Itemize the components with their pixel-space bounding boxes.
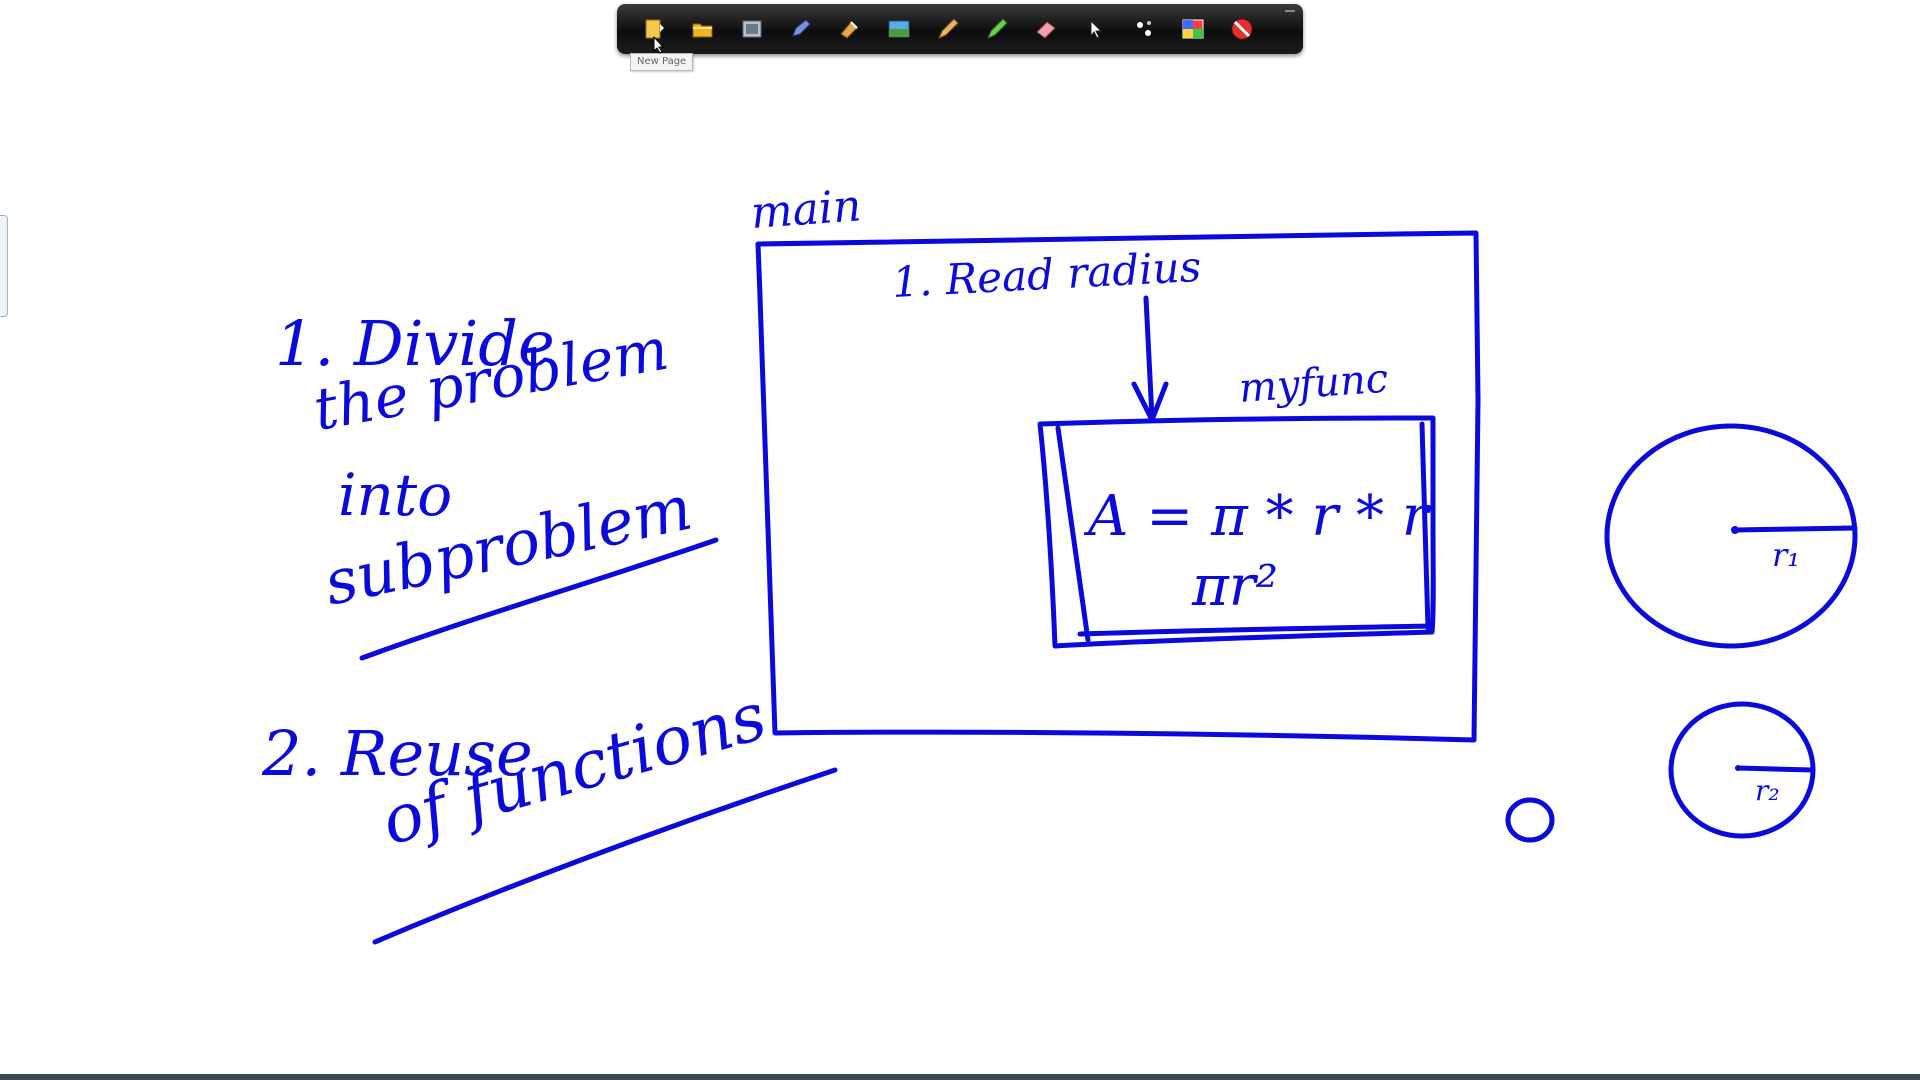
myfunc-inner-left <box>1055 425 1091 643</box>
myfunc-label: myfunc <box>1237 356 1389 412</box>
radius-line <box>1735 765 1815 773</box>
read-radius-step: 1. Read radius <box>891 242 1202 307</box>
mouse-cursor-icon <box>653 36 665 54</box>
main-box-outline <box>755 230 1481 743</box>
pointer-button[interactable] <box>1078 12 1112 46</box>
new-page-icon <box>645 19 664 39</box>
taskbar-edge <box>0 1074 1920 1080</box>
radius-label: r₂ <box>1755 774 1780 807</box>
small-circle <box>1505 797 1555 843</box>
underline-2 <box>372 767 838 945</box>
arrow-shaft <box>1143 295 1155 421</box>
radius-label: r₁ <box>1772 536 1800 574</box>
note-reuse-functions: 2. Reuse of functions <box>261 677 838 945</box>
circle-r1: r₁ <box>1604 423 1858 649</box>
highlighter-icon <box>840 21 858 39</box>
laser-pointer-button[interactable] <box>1127 12 1161 46</box>
main-box: main 1. Read radius <box>749 180 1481 743</box>
center-dot <box>1731 526 1739 534</box>
eraser-icon <box>1036 21 1056 39</box>
radius-line <box>1732 525 1858 533</box>
toolbar-grip[interactable] <box>1285 10 1295 16</box>
note-line: 1. Divide <box>275 307 555 380</box>
myfunc-inner-bottom <box>1077 623 1433 637</box>
area-formula: A = π * r * r <box>1083 484 1432 549</box>
green-pen-button[interactable] <box>980 12 1014 46</box>
color-palette-icon <box>1182 19 1204 39</box>
screen-capture-button[interactable] <box>735 12 769 46</box>
pen-tool-button[interactable] <box>784 12 818 46</box>
pointer-icon <box>1090 19 1103 39</box>
eraser-button[interactable] <box>1029 12 1063 46</box>
center-dot <box>1735 765 1741 771</box>
side-panel-tab[interactable] <box>0 215 8 317</box>
myfunc-box-outline <box>1037 415 1436 649</box>
pen-icon <box>792 19 811 37</box>
note-line: into <box>338 461 452 529</box>
screen-capture-icon <box>742 20 762 38</box>
screen-shade-button[interactable] <box>882 12 916 46</box>
laser-pointer-icon <box>1137 21 1151 36</box>
annotation-toolbar <box>617 4 1303 54</box>
tooltip: New Page <box>630 53 694 71</box>
highlighter-button[interactable] <box>833 12 867 46</box>
color-palette-button[interactable] <box>1176 12 1210 46</box>
note-line: 2. Reuse <box>261 717 533 790</box>
underline-1 <box>359 537 719 661</box>
circle-r2: r₂ <box>1668 701 1816 839</box>
marker-icon <box>938 18 959 39</box>
myfunc-box: myfunc A = π * r * r πr² <box>1037 356 1436 649</box>
close-button[interactable] <box>1225 12 1259 46</box>
circle-outline <box>1604 423 1858 649</box>
myfunc-inner-right <box>1419 421 1431 631</box>
open-folder-icon <box>692 23 713 38</box>
new-page-button[interactable] <box>637 12 671 46</box>
close-no-icon <box>1231 18 1253 40</box>
small-circle-outline <box>1505 797 1555 843</box>
green-pen-icon <box>987 18 1008 39</box>
area-formula-short: πr² <box>1191 554 1278 619</box>
marker-button[interactable] <box>931 12 965 46</box>
main-label: main <box>749 180 863 239</box>
screen-shade-icon <box>888 20 910 38</box>
note-line: of functions <box>373 677 774 860</box>
open-button[interactable] <box>686 12 720 46</box>
note-divide-problem: 1. Divide the problem into subproblem <box>275 307 719 661</box>
